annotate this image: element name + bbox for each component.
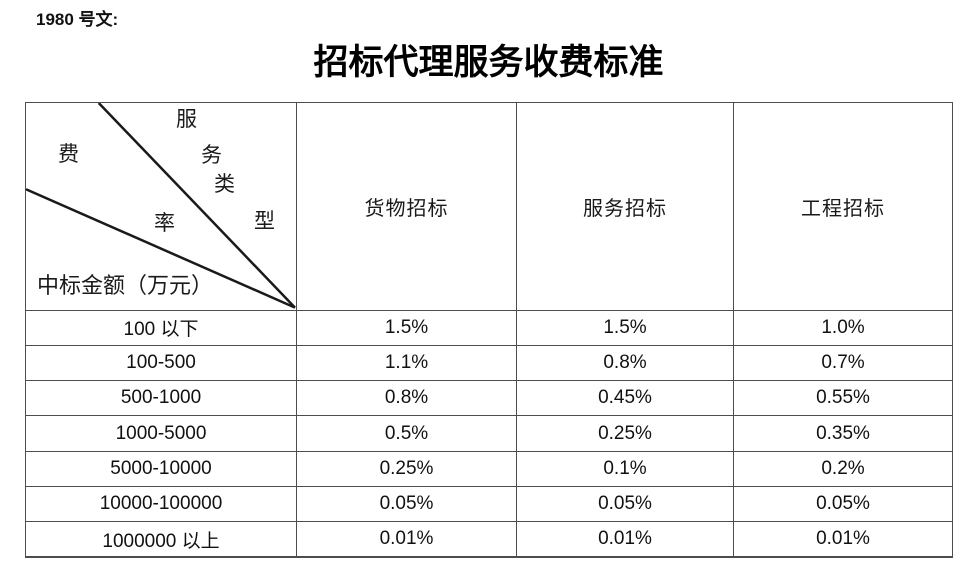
amount-cell: 500-1000 <box>25 380 297 417</box>
rate-cell: 0.8% <box>296 380 517 417</box>
column-header-works: 工程招标 <box>733 102 953 311</box>
table-row: 100 以下 1.5% 1.5% 1.0% <box>25 309 953 346</box>
table-row: 1000-5000 0.5% 0.25% 0.35% <box>25 415 953 452</box>
diagonal-rate-char: 费 <box>58 142 79 166</box>
rate-cell: 0.05% <box>733 485 953 523</box>
rate-cell: 1.0% <box>733 309 953 346</box>
table-row: 1000000 以上 0.01% 0.01% 0.01% <box>25 521 953 558</box>
rate-cell: 0.7% <box>733 344 953 382</box>
fee-table: 服 务 类 型 费 率 中标金额（万元） 货物招标 服务招标 工程招标 100 … <box>25 102 953 558</box>
rate-cell: 0.55% <box>733 380 953 417</box>
diagonal-line-type <box>97 103 296 309</box>
table-header-row: 服 务 类 型 费 率 中标金额（万元） 货物招标 服务招标 工程招标 <box>25 102 953 311</box>
rate-cell: 0.35% <box>733 415 953 452</box>
diagonal-type-char: 类 <box>214 172 235 196</box>
amount-axis-label: 中标金额（万元） <box>37 274 214 299</box>
rate-cell: 0.01% <box>296 521 517 558</box>
diagonal-header-cell: 服 务 类 型 费 率 中标金额（万元） <box>25 102 297 311</box>
rate-cell: 0.25% <box>296 450 517 487</box>
diagonal-type-char: 型 <box>254 209 275 233</box>
rate-cell: 0.05% <box>296 485 517 523</box>
diagonal-type-char: 务 <box>201 143 222 167</box>
amount-cell: 1000-5000 <box>25 415 297 452</box>
rate-cell: 0.5% <box>296 415 517 452</box>
rate-cell: 0.05% <box>516 485 734 523</box>
page-title: 招标代理服务收费标准 <box>313 42 664 83</box>
column-header-goods: 货物招标 <box>296 102 517 311</box>
rate-cell: 1.5% <box>516 309 734 346</box>
amount-cell: 100 以下 <box>25 309 297 346</box>
diagonal-type-char: 服 <box>176 107 197 131</box>
rate-cell: 0.01% <box>733 521 953 558</box>
rate-cell: 0.01% <box>516 521 734 558</box>
diagonal-lines-graphic <box>26 103 296 309</box>
rate-cell: 0.2% <box>733 450 953 487</box>
rate-cell: 1.5% <box>296 309 517 346</box>
doc-ref-label: 1980 号文: <box>36 10 119 29</box>
diagonal-rate-char: 率 <box>154 211 175 235</box>
amount-cell: 5000-10000 <box>25 450 297 487</box>
rate-cell: 0.1% <box>516 450 734 487</box>
rate-cell: 0.25% <box>516 415 734 452</box>
amount-cell: 10000-100000 <box>25 485 297 523</box>
table-row: 500-1000 0.8% 0.45% 0.55% <box>25 380 953 417</box>
diagonal-line-rate <box>26 188 296 309</box>
column-header-services: 服务招标 <box>516 102 734 311</box>
amount-cell: 1000000 以上 <box>25 521 297 558</box>
table-row: 10000-100000 0.05% 0.05% 0.05% <box>25 485 953 523</box>
rate-cell: 0.8% <box>516 344 734 382</box>
amount-cell: 100-500 <box>25 344 297 382</box>
rate-cell: 1.1% <box>296 344 517 382</box>
table-row: 5000-10000 0.25% 0.1% 0.2% <box>25 450 953 487</box>
rate-cell: 0.45% <box>516 380 734 417</box>
table-row: 100-500 1.1% 0.8% 0.7% <box>25 344 953 382</box>
